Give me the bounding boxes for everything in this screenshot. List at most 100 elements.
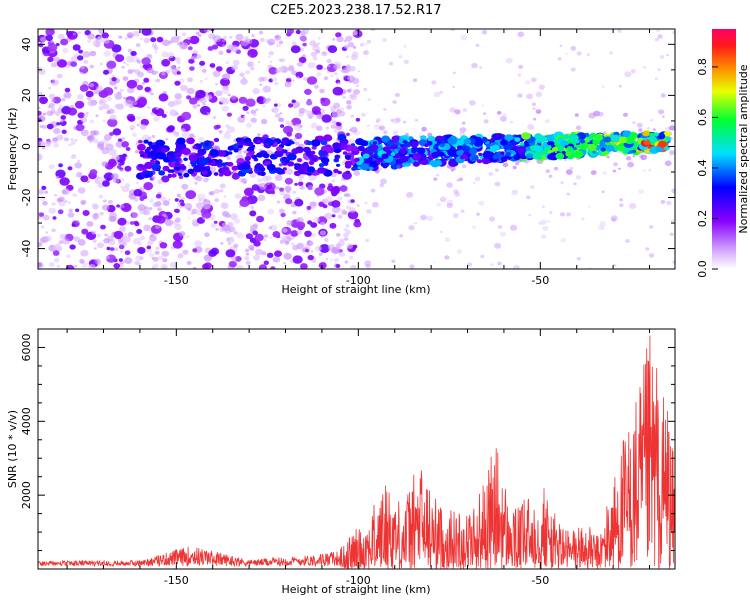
spectrogram-speckle — [161, 113, 167, 118]
spectrogram-speckle — [601, 190, 605, 193]
spectrogram-speckle — [505, 57, 513, 64]
spectrogram-signal-cell — [549, 141, 555, 146]
spectrogram-signal-cell — [576, 132, 587, 140]
spectrogram-speckle — [258, 61, 261, 63]
spectrogram-speckle — [97, 29, 105, 33]
spectrogram-speckle — [141, 134, 150, 141]
spectrogram-speckle — [257, 178, 263, 183]
spectrogram-speckle — [581, 217, 585, 221]
spectrogram-speckle — [346, 205, 351, 210]
spectrogram-speckle — [570, 45, 577, 51]
spectrogram-speckle — [274, 82, 279, 86]
spectrogram-speckle — [245, 122, 253, 128]
spectrogram-speckle — [38, 106, 41, 109]
spectrogram-speckle — [134, 69, 141, 75]
spectrogram-signal-cell — [618, 136, 628, 144]
x-tick-label: -50 — [531, 274, 549, 287]
spectrogram-speckle — [379, 178, 387, 185]
spectrogram-speckle — [116, 204, 120, 208]
spectrogram-speckle — [218, 130, 223, 134]
spectrogram-signal-cell — [139, 150, 145, 155]
spectrogram-speckle — [327, 64, 331, 68]
spectrogram-speckle — [333, 127, 340, 134]
spectrogram-speckle — [48, 86, 52, 90]
spectrogram-speckle — [291, 242, 295, 246]
spectrogram-speckle — [420, 214, 427, 221]
spectrogram-speckle — [517, 31, 525, 38]
spectrogram-speckle — [195, 176, 203, 182]
spectrogram-speckle — [125, 147, 131, 151]
spectrogram-speckle — [251, 34, 255, 38]
spectrogram-speckle — [72, 44, 81, 51]
spectrogram-speckle — [226, 236, 235, 244]
spectrogram-signal-cell — [629, 132, 638, 139]
spectrogram-speckle — [364, 42, 368, 46]
spectrogram-speckle — [41, 225, 45, 229]
spectrogram-speckle — [130, 221, 135, 225]
spectrogram-speckle — [48, 164, 55, 170]
spectrogram-signal-cell — [611, 134, 621, 143]
spectrogram-speckle — [56, 59, 67, 68]
spectrogram-signal-cell — [369, 144, 379, 152]
spectrogram-speckle — [179, 205, 182, 208]
spectrogram-speckle — [277, 117, 284, 122]
spectrogram-speckle — [306, 76, 318, 85]
spectrogram-signal-cell — [205, 166, 211, 170]
spectrogram-speckle — [55, 43, 60, 47]
spectrogram-speckle — [133, 189, 143, 197]
spectrogram-speckle — [177, 253, 184, 259]
spectrogram-speckle — [154, 70, 159, 74]
spectrogram-speckle — [278, 163, 283, 167]
spectrogram-speckle — [549, 211, 553, 214]
spectrogram-speckle — [250, 117, 257, 123]
spectrogram-speckle — [343, 39, 347, 43]
spectrogram-speckle — [383, 107, 387, 111]
spectrogram-speckle — [570, 166, 574, 170]
spectrogram-speckle — [46, 123, 54, 130]
spectrogram-speckle — [252, 88, 260, 95]
spectrogram-speckle — [103, 238, 110, 244]
spectrogram-speckle — [559, 44, 563, 47]
spectrogram-speckle — [208, 249, 217, 257]
spectrogram-speckle — [225, 124, 230, 128]
spectrogram-speckle — [164, 219, 173, 227]
spectrogram-speckle — [156, 36, 164, 43]
spectrogram-speckle — [114, 92, 122, 100]
spectrogram-speckle — [276, 66, 284, 73]
spectrogram-signal-cell — [257, 171, 263, 176]
spectrogram-speckle — [632, 121, 636, 125]
spectrogram-speckle — [100, 224, 106, 230]
spectrogram-speckle — [307, 185, 314, 191]
spectrogram-speckle — [565, 169, 573, 175]
spectrogram-speckle — [343, 66, 351, 74]
spectrogram-speckle — [288, 103, 294, 108]
spectrogram-speckle — [346, 104, 352, 110]
spectrogram-speckle — [156, 206, 163, 212]
spectrogram-speckle — [75, 174, 80, 178]
spectrogram-speckle — [473, 181, 476, 185]
spectrogram-signal-cell — [362, 153, 370, 159]
spectrogram-speckle — [43, 141, 51, 148]
spectrogram-signal-cell — [146, 146, 152, 151]
spectrogram-speckle — [497, 261, 502, 266]
spectrogram-speckle — [89, 64, 95, 69]
spectrogram-signal-cell — [257, 140, 261, 144]
spectrogram-speckle — [316, 195, 320, 198]
spectrogram-speckle — [350, 114, 354, 118]
spectrogram-signal-cell — [262, 153, 270, 159]
spectrogram-speckle — [161, 51, 169, 58]
spectrogram-speckle — [343, 75, 346, 78]
spectrogram-speckle — [311, 250, 314, 253]
spectrogram-speckle — [292, 79, 295, 82]
spectrogram-speckle — [316, 113, 323, 120]
spectrogram-speckle — [299, 34, 307, 41]
spectrogram-speckle — [185, 190, 197, 200]
spectrogram-speckle — [218, 97, 226, 103]
y-tick-label: 40 — [20, 37, 33, 51]
spectrogram-speckle — [263, 260, 269, 266]
spectrogram-speckle — [573, 182, 577, 186]
spectrogram-speckle — [483, 112, 487, 115]
spectrogram-speckle — [290, 230, 299, 237]
spectrogram-speckle — [168, 198, 171, 201]
spectrogram-speckle — [660, 199, 666, 204]
